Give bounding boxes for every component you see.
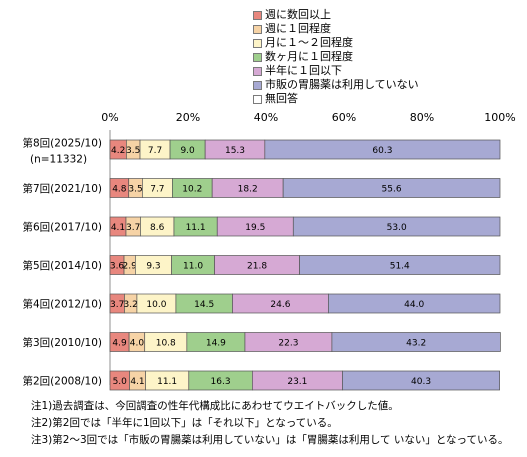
legend-label: 無回答 — [265, 92, 298, 105]
data-label: 3.5 — [126, 146, 140, 156]
data-label: 10.8 — [156, 339, 176, 349]
data-label: 19.5 — [245, 223, 265, 233]
x-tick-label: 60% — [332, 111, 356, 124]
legend-item: 無回答 — [253, 92, 419, 106]
data-label: 9.0 — [180, 146, 195, 156]
data-label: 44.0 — [404, 300, 424, 310]
data-label: 14.9 — [206, 339, 226, 349]
legend-swatch — [253, 80, 262, 90]
legend-label: 市販の胃腸薬は利用していない — [265, 78, 419, 91]
legend-label: 数ヶ月に１回程度 — [265, 50, 353, 63]
legend-item: 月に１～２回程度 — [253, 36, 419, 50]
x-tick-label: 20% — [176, 111, 200, 124]
data-label: 16.3 — [211, 377, 231, 387]
bar-segment — [282, 178, 501, 198]
data-label: 18.2 — [238, 185, 258, 195]
data-label: 51.4 — [390, 262, 410, 272]
data-label: 11.0 — [183, 262, 203, 272]
data-label: 4.1 — [130, 377, 144, 387]
note-1: 注1)過去調査は、今回調査の性年代構成比にあわせてウエイトバックした値。 — [31, 400, 399, 412]
category-label: 第7回(2021/10) — [23, 182, 103, 195]
data-label: 40.3 — [411, 377, 431, 387]
x-tick-label: 40% — [254, 111, 278, 124]
data-label: 8.6 — [150, 223, 165, 233]
category-label: 第6回(2017/10) — [23, 221, 103, 234]
legend-label: 週に数回以上 — [265, 8, 331, 21]
notes: 注1)過去調査は、今回調査の性年代構成比にあわせてウエイトバックした値。 注2)… — [31, 398, 509, 449]
data-label: 23.1 — [287, 377, 307, 387]
data-label: 5.0 — [113, 377, 128, 387]
data-label: 60.3 — [372, 146, 392, 156]
bar-segment — [331, 332, 501, 352]
bar-segment — [292, 216, 501, 237]
x-tick-label: 100% — [484, 111, 515, 124]
legend-swatch — [253, 94, 262, 104]
legend-swatch — [253, 24, 262, 34]
bars-layer: 4.2 3.5 7.7 9.0 15.3 60.34.8 3.5 7.7 10.2 18.2 55.… — [109, 139, 501, 391]
bar-segment — [328, 293, 501, 314]
data-label: 4.8 — [112, 185, 127, 195]
bar-segment — [299, 255, 501, 275]
data-label: 7.7 — [148, 146, 162, 156]
legend-swatch — [253, 10, 262, 20]
x-tick-label: 0% — [101, 111, 118, 124]
legend: 週に数回以上 週に１回程度 月に１～２回程度 数ヶ月に１回程度 半年に１回以下 市販の胃腸… — [253, 8, 419, 106]
data-label: 55.6 — [382, 185, 402, 195]
data-label: 3.7 — [126, 223, 140, 233]
category-label: 第5回(2014/10) — [23, 259, 103, 272]
legend-item: 週に１回程度 — [253, 22, 419, 36]
data-label: 3.2 — [124, 300, 138, 310]
legend-swatch — [253, 52, 262, 62]
data-label: 3.5 — [128, 185, 142, 195]
category-label: 第2回(2008/10) — [23, 375, 103, 388]
legend-item: 市販の胃腸薬は利用していない — [253, 78, 419, 92]
legend-swatch — [253, 38, 262, 48]
category-label: 第4回(2012/10) — [23, 298, 103, 311]
data-label: 11.1 — [186, 223, 206, 233]
note-2: 注2)第2回では「半年に1回以下」は「それ以下」となっている。 — [31, 417, 338, 429]
data-label: 10.2 — [182, 185, 202, 195]
bar-segment — [342, 370, 500, 391]
data-label: 3.6 — [110, 262, 125, 272]
category-label: 第8回(2025/10) — [23, 137, 103, 150]
data-label: 4.1 — [111, 223, 125, 233]
data-label: 10.0 — [146, 300, 166, 310]
note-3: 注3)第2～3回では「市販の胃腸薬は利用していない」は「胃腸薬は利用して いない… — [31, 434, 509, 446]
legend-label: 週に１回程度 — [265, 22, 331, 35]
data-label: 4.0 — [130, 339, 145, 349]
legend-item: 週に数回以上 — [253, 8, 419, 22]
legend-label: 半年に１回以下 — [265, 64, 342, 77]
data-label: 3.7 — [110, 300, 124, 310]
legend-item: 半年に１回以下 — [253, 64, 419, 78]
x-tick-label: 80% — [410, 111, 434, 124]
data-label: 4.2 — [111, 146, 125, 156]
data-label: 43.2 — [406, 339, 426, 349]
bar-segment — [264, 139, 501, 160]
data-label: 4.9 — [112, 339, 127, 349]
legend-item: 数ヶ月に１回程度 — [253, 50, 419, 64]
data-label: 14.5 — [194, 300, 214, 310]
category-sublabel: (n=11332) — [30, 154, 87, 166]
data-label: 11.1 — [157, 377, 177, 387]
data-label: 9.3 — [146, 262, 160, 272]
data-label: 24.6 — [270, 300, 290, 310]
data-label: 21.8 — [247, 262, 267, 272]
axis-layer: 0% 20% 40% 60% 80% 100% 第8回(2025/10) (n=11332) 第… — [23, 111, 516, 388]
data-label: 7.7 — [150, 185, 164, 195]
data-label: 22.3 — [278, 339, 298, 349]
data-label: 2.9 — [123, 262, 138, 272]
legend-label: 月に１～２回程度 — [265, 36, 353, 49]
data-label: 53.0 — [387, 223, 407, 233]
category-label: 第3回(2010/10) — [23, 336, 103, 349]
legend-swatch — [253, 66, 262, 76]
data-label: 15.3 — [225, 146, 245, 156]
